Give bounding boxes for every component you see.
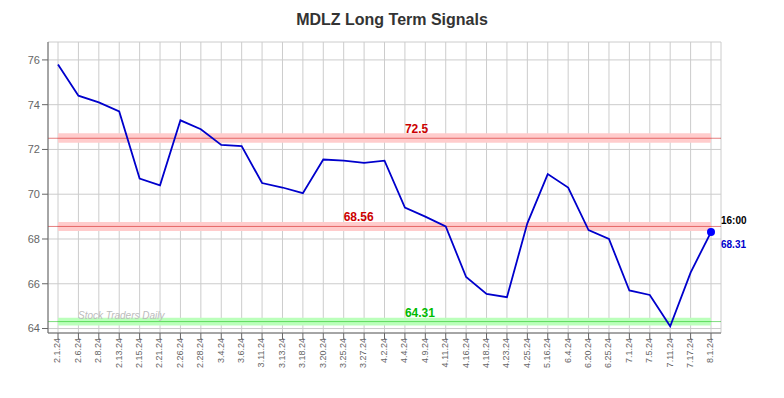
svg-text:6.25.24: 6.25.24 bbox=[603, 338, 613, 368]
svg-text:16:00: 16:00 bbox=[721, 215, 747, 226]
svg-text:64: 64 bbox=[28, 322, 40, 334]
svg-text:64.31: 64.31 bbox=[405, 306, 435, 320]
svg-text:2.13.24: 2.13.24 bbox=[114, 338, 124, 368]
svg-text:7.1.24: 7.1.24 bbox=[624, 338, 634, 363]
svg-text:7.11.24: 7.11.24 bbox=[665, 338, 675, 367]
svg-text:3.27.24: 3.27.24 bbox=[358, 338, 368, 368]
svg-text:70: 70 bbox=[28, 188, 40, 200]
svg-text:2.1.24: 2.1.24 bbox=[52, 338, 62, 363]
svg-text:4.4.24: 4.4.24 bbox=[399, 338, 409, 363]
svg-text:7.5.24: 7.5.24 bbox=[644, 338, 654, 363]
svg-text:2.8.24: 2.8.24 bbox=[93, 338, 103, 363]
svg-text:72.5: 72.5 bbox=[405, 122, 429, 136]
svg-text:8.1.24: 8.1.24 bbox=[705, 338, 715, 363]
svg-text:5.16.24: 5.16.24 bbox=[542, 338, 552, 368]
svg-text:68.31: 68.31 bbox=[721, 239, 746, 250]
svg-text:4.25.24: 4.25.24 bbox=[522, 338, 532, 368]
svg-text:6.4.24: 6.4.24 bbox=[563, 338, 573, 363]
svg-text:3.6.24: 3.6.24 bbox=[236, 338, 246, 363]
svg-text:4.16.24: 4.16.24 bbox=[461, 338, 471, 368]
svg-text:74: 74 bbox=[28, 99, 40, 111]
svg-text:2.21.24: 2.21.24 bbox=[154, 338, 164, 368]
svg-text:4.18.24: 4.18.24 bbox=[481, 338, 491, 368]
svg-text:4.11.24: 4.11.24 bbox=[440, 338, 450, 367]
svg-text:Stock Traders Daily: Stock Traders Daily bbox=[78, 310, 166, 321]
svg-text:3.4.24: 3.4.24 bbox=[216, 338, 226, 363]
svg-text:3.25.24: 3.25.24 bbox=[338, 338, 348, 368]
svg-text:3.18.24: 3.18.24 bbox=[297, 338, 307, 368]
svg-text:66: 66 bbox=[28, 278, 40, 290]
html-text:MDLZ Long Term Signals: MDLZ Long Term Signals bbox=[296, 11, 488, 28]
svg-text:4.9.24: 4.9.24 bbox=[420, 338, 430, 363]
svg-text:4.2.24: 4.2.24 bbox=[379, 338, 389, 363]
svg-text:2.6.24: 2.6.24 bbox=[73, 338, 83, 363]
svg-text:4.23.24: 4.23.24 bbox=[501, 338, 511, 368]
svg-text:76: 76 bbox=[28, 54, 40, 66]
svg-text:68: 68 bbox=[28, 233, 40, 245]
svg-text:2.28.24: 2.28.24 bbox=[195, 338, 205, 368]
svg-text:68.56: 68.56 bbox=[344, 210, 374, 224]
svg-text:3.11.24: 3.11.24 bbox=[256, 338, 266, 367]
svg-text:2.26.24: 2.26.24 bbox=[175, 338, 185, 368]
svg-text:72: 72 bbox=[28, 143, 40, 155]
svg-text:2.15.24: 2.15.24 bbox=[134, 338, 144, 368]
svg-text:7.17.24: 7.17.24 bbox=[685, 338, 695, 368]
svg-text:6.20.24: 6.20.24 bbox=[583, 338, 593, 368]
svg-text:3.13.24: 3.13.24 bbox=[277, 338, 287, 368]
svg-text:3.20.24: 3.20.24 bbox=[318, 338, 328, 368]
